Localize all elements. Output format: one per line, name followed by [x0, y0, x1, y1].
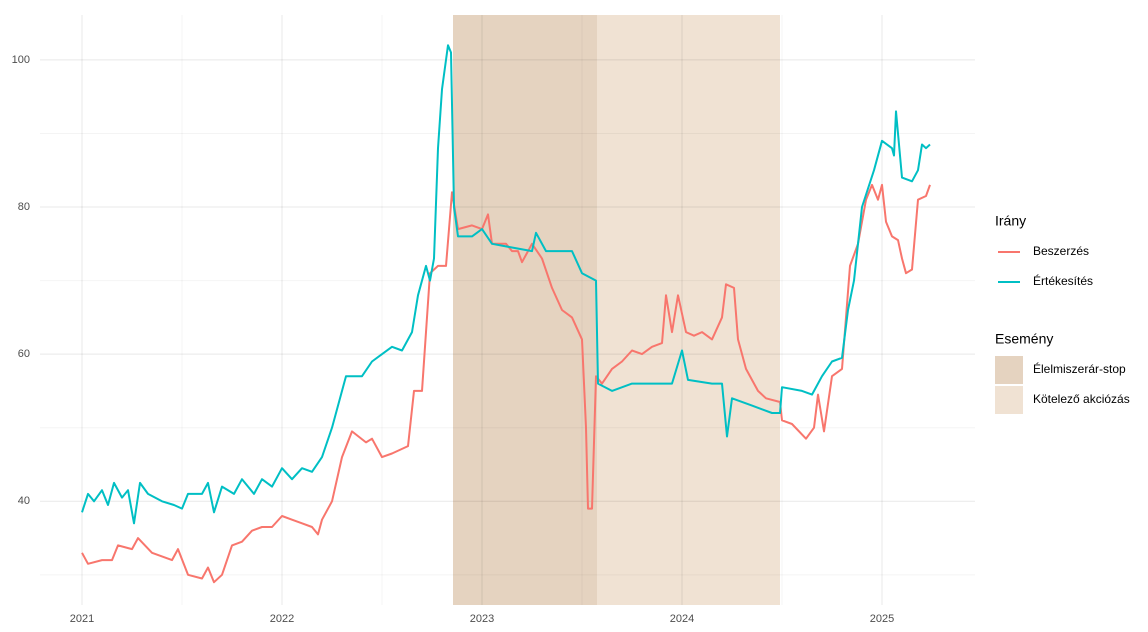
event-band	[597, 15, 780, 605]
legend-swatch	[995, 356, 1023, 384]
legend-label: Élelmiszerár-stop	[1033, 361, 1126, 376]
events-legend-title: Esemény	[995, 331, 1053, 347]
y-tick-label: 60	[18, 348, 30, 360]
x-tick-label: 2024	[670, 613, 694, 625]
series-line	[81, 183, 931, 584]
event-band	[453, 15, 597, 605]
x-tick-label: 2025	[870, 613, 894, 625]
x-tick-label: 2023	[470, 613, 494, 625]
legend-swatch	[995, 386, 1023, 414]
legend-title: Irány	[995, 213, 1026, 229]
legend-label: Kötelező akciózás	[1033, 392, 1130, 406]
y-tick-label: 40	[18, 495, 30, 507]
y-tick-label: 80	[18, 201, 30, 213]
y-tick-label: 100	[12, 54, 30, 66]
x-tick-label: 2021	[70, 613, 94, 625]
x-tick-label: 2022	[270, 613, 294, 625]
legend-label: Értékesítés	[1033, 273, 1093, 288]
legend-label: Beszerzés	[1033, 244, 1089, 258]
series-line	[81, 44, 931, 525]
